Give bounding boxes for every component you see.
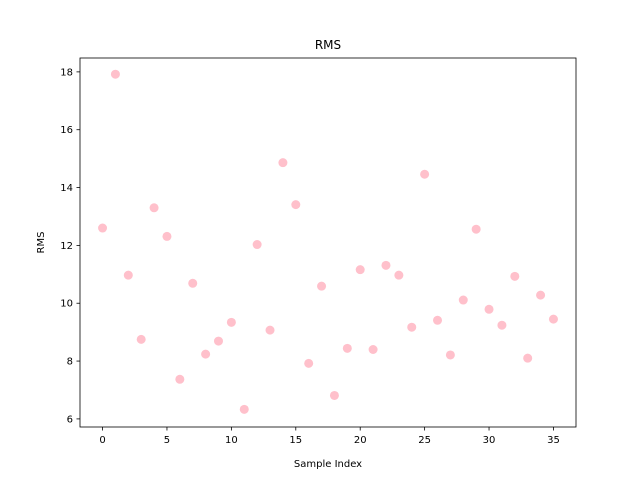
x-tick-label: 10 — [225, 435, 238, 446]
data-point-6 — [175, 374, 185, 384]
data-point-30 — [484, 304, 494, 314]
points-layer — [98, 69, 558, 414]
y-tick-label: 6 — [67, 414, 73, 425]
x-tick-label: 20 — [354, 435, 367, 446]
x-tick-label: 30 — [483, 435, 496, 446]
x-axis-ticks: 0 5 10 15 20 25 30 35 — [99, 427, 560, 446]
data-point-34 — [536, 290, 546, 300]
y-tick-label: 12 — [60, 241, 73, 252]
data-point-4 — [149, 203, 159, 213]
data-point-28 — [458, 295, 468, 305]
plot-frame — [79, 57, 577, 428]
x-axis-title: Sample Index — [294, 459, 362, 470]
data-point-23 — [394, 270, 404, 280]
data-point-26 — [433, 315, 443, 325]
data-point-25 — [420, 169, 430, 179]
data-point-7 — [188, 278, 198, 288]
y-tick-label: 14 — [60, 183, 73, 194]
data-point-16 — [304, 358, 314, 368]
data-point-27 — [445, 350, 455, 360]
data-point-10 — [226, 317, 236, 327]
data-point-3 — [136, 334, 146, 344]
data-point-11 — [239, 404, 249, 414]
data-point-32 — [510, 271, 520, 281]
data-point-33 — [523, 353, 533, 363]
chart-title: RMS — [315, 38, 341, 52]
data-point-13 — [265, 325, 275, 335]
data-point-17 — [317, 281, 327, 291]
data-point-31 — [497, 320, 507, 330]
data-point-29 — [471, 224, 481, 234]
data-point-0 — [98, 223, 108, 233]
data-point-14 — [278, 158, 288, 168]
data-point-12 — [252, 240, 262, 250]
data-point-1 — [110, 69, 120, 79]
x-tick-label: 15 — [289, 435, 302, 446]
data-point-8 — [201, 349, 211, 359]
x-tick-label: 5 — [164, 435, 170, 446]
x-tick-label: 25 — [418, 435, 431, 446]
data-point-21 — [368, 345, 378, 354]
y-tick-label: 10 — [60, 299, 73, 310]
y-axis-ticks: 6 8 10 12 14 16 18 — [60, 67, 80, 425]
data-point-20 — [355, 265, 365, 275]
data-point-22 — [381, 260, 391, 270]
data-point-24 — [407, 322, 417, 332]
data-point-19 — [342, 343, 352, 353]
y-axis-title: RMS — [36, 232, 47, 254]
y-tick-label: 8 — [67, 357, 73, 368]
data-point-5 — [162, 231, 172, 241]
y-tick-label: 18 — [60, 67, 73, 78]
x-tick-label: 35 — [547, 435, 560, 446]
data-point-35 — [548, 314, 558, 324]
data-point-9 — [213, 336, 223, 346]
data-point-18 — [329, 390, 339, 400]
y-tick-label: 16 — [60, 125, 73, 136]
x-tick-label: 0 — [99, 435, 105, 446]
data-point-15 — [291, 200, 301, 210]
data-point-2 — [123, 270, 133, 280]
